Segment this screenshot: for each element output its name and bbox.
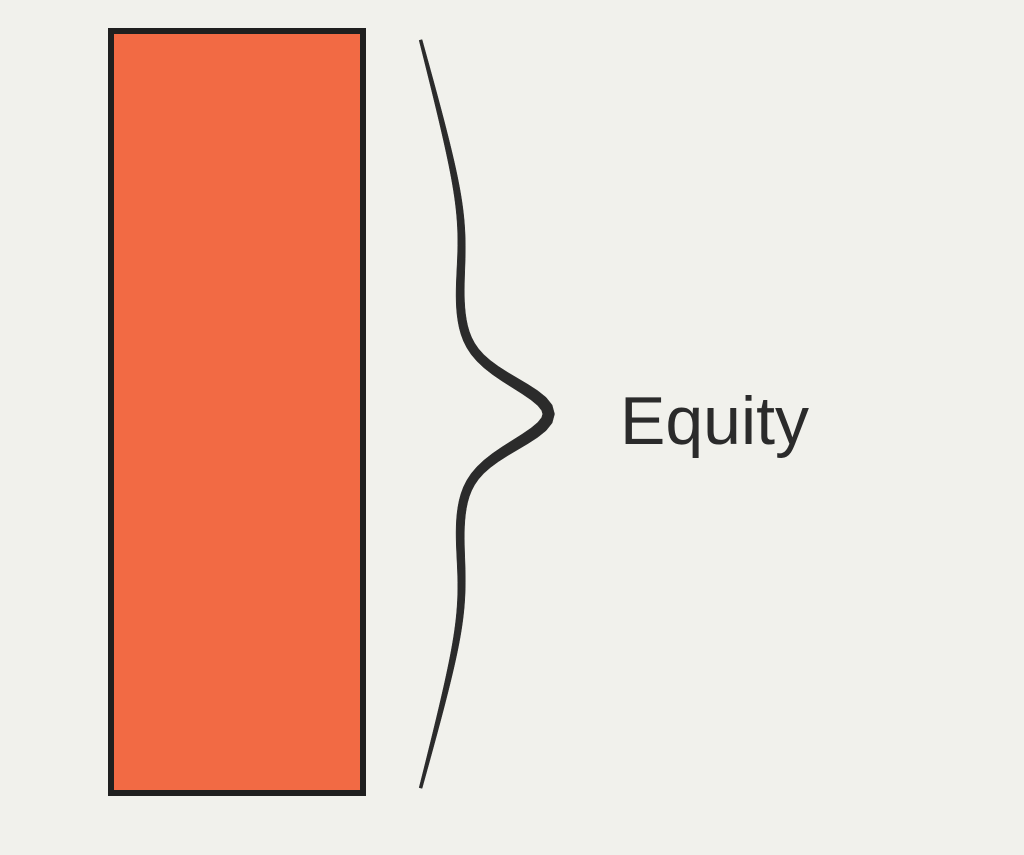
brace-icon [390, 40, 560, 788]
equity-label: Equity [620, 382, 809, 460]
diagram-canvas: Equity [0, 0, 1024, 855]
equity-bar [108, 28, 366, 796]
